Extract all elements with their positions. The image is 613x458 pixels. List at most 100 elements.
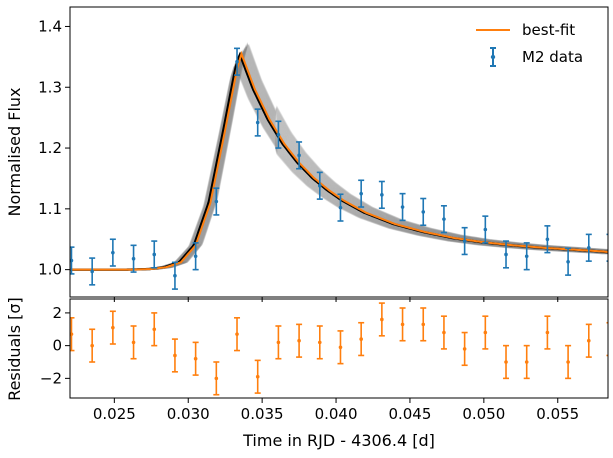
flux-y-tick-label: 1.0 xyxy=(38,261,62,279)
residual-point xyxy=(585,323,592,358)
flux-data-point xyxy=(89,257,96,286)
residual-point xyxy=(482,315,489,350)
model-sample-line xyxy=(70,54,608,271)
model-sample-line xyxy=(70,59,608,271)
residual-point xyxy=(316,325,323,360)
model-sample-line xyxy=(70,65,608,271)
flux-data-point xyxy=(378,180,385,210)
flux-y-tick-label: 1.3 xyxy=(38,78,62,96)
flux-y-tick-label: 1.4 xyxy=(38,17,62,35)
model-sample-line xyxy=(70,54,608,271)
residuals-y-tick-label: 0 xyxy=(52,337,62,355)
model-sample-line xyxy=(70,53,608,271)
flux-axes-frame xyxy=(69,6,609,298)
time-x-tick-label: 0.030 xyxy=(167,405,210,423)
time-x-tick-label: 0.050 xyxy=(462,405,505,423)
model-sample-line xyxy=(70,61,608,271)
model-sample-line xyxy=(70,51,608,271)
time-x-ticks: 0.025 0.030 0.035 0.040 0.045 0.050 0.055 xyxy=(93,297,579,423)
model-sample-line xyxy=(70,60,608,271)
model-sample-line xyxy=(70,61,608,271)
model-sample-line xyxy=(70,45,608,271)
residual-point xyxy=(544,315,551,350)
model-sample-line xyxy=(70,51,608,271)
model-sample-line xyxy=(70,57,608,271)
model-sample-line xyxy=(70,48,608,271)
model-sample-line xyxy=(70,47,608,271)
median-model-line xyxy=(70,51,608,271)
flux-data-point xyxy=(544,225,551,254)
flux-data-point xyxy=(109,238,116,267)
model-sample-line xyxy=(70,48,608,271)
flux-data-points xyxy=(70,47,608,290)
model-sample-band xyxy=(70,41,608,271)
best-fit-line xyxy=(70,50,608,271)
flux-data-point xyxy=(275,120,282,149)
model-sample-line xyxy=(70,42,608,271)
residual-point xyxy=(151,312,158,347)
residuals-y-tick-label: 2 xyxy=(52,304,62,322)
model-sample-line xyxy=(70,56,608,271)
time-x-tick-label: 0.045 xyxy=(388,405,431,423)
flux-data-point xyxy=(565,247,572,276)
residual-point xyxy=(130,325,137,360)
flux-data-point xyxy=(420,197,427,227)
residual-point xyxy=(399,307,406,342)
flux-data-point xyxy=(358,179,365,208)
residuals-y-axis-label: Residuals [σ] xyxy=(5,297,24,401)
model-sample-line xyxy=(70,49,608,271)
model-sample-line xyxy=(70,50,608,271)
flux-data-point xyxy=(482,215,489,244)
model-sample-line xyxy=(70,48,608,271)
residual-point xyxy=(70,317,75,352)
model-sample-line xyxy=(70,44,608,271)
flux-data-point xyxy=(523,242,530,271)
model-sample-line xyxy=(70,56,608,271)
flux-data-point xyxy=(316,171,323,200)
model-sample-line xyxy=(70,50,608,271)
model-sample-line xyxy=(70,57,608,271)
model-sample-line xyxy=(70,48,608,271)
model-sample-line xyxy=(70,44,608,271)
model-sample-line xyxy=(70,60,608,271)
model-sample-line xyxy=(70,47,608,271)
model-sample-line xyxy=(70,63,608,271)
flux-data-point xyxy=(337,193,344,222)
flux-data-point xyxy=(70,246,75,275)
residuals-y-ticks: −2 0 2 xyxy=(40,304,70,387)
model-sample-line xyxy=(70,41,608,271)
flux-data-point xyxy=(192,242,199,271)
flux-data-point xyxy=(213,187,220,216)
flux-data-point xyxy=(130,244,137,273)
model-sample-line xyxy=(70,44,608,271)
model-sample-line xyxy=(70,59,608,271)
residual-point xyxy=(440,315,447,350)
flux-y-ticks: 1.0 1.1 1.2 1.3 1.4 xyxy=(38,17,70,279)
model-sample-line xyxy=(70,58,608,271)
model-sample-line xyxy=(70,59,608,271)
flux-y-tick-label: 1.1 xyxy=(38,200,62,218)
model-sample-line xyxy=(70,50,608,271)
legend-data-swatch xyxy=(490,47,496,67)
legend-best-fit-label: best-fit xyxy=(522,21,575,39)
residual-point xyxy=(234,317,241,352)
time-x-tick-label: 0.025 xyxy=(93,405,136,423)
legend-data-label: M2 data xyxy=(522,48,583,66)
model-sample-line xyxy=(70,45,608,271)
residuals-axes-frame xyxy=(69,298,609,399)
model-sample-line xyxy=(70,63,608,271)
time-x-tick-label: 0.055 xyxy=(536,405,579,423)
flux-data-point xyxy=(254,108,261,137)
model-sample-line xyxy=(70,51,608,271)
flux-data-point xyxy=(171,261,178,290)
model-sample-line xyxy=(70,62,608,271)
residual-point xyxy=(358,321,365,357)
flux-data-point xyxy=(461,226,468,256)
time-x-axis-label: Time in RJD - 4306.4 [d] xyxy=(242,431,435,450)
model-sample-line xyxy=(70,56,608,271)
residual-point xyxy=(192,341,199,376)
model-sample-line xyxy=(70,43,608,271)
flux-data-point xyxy=(399,192,406,222)
residual-point xyxy=(378,302,385,337)
